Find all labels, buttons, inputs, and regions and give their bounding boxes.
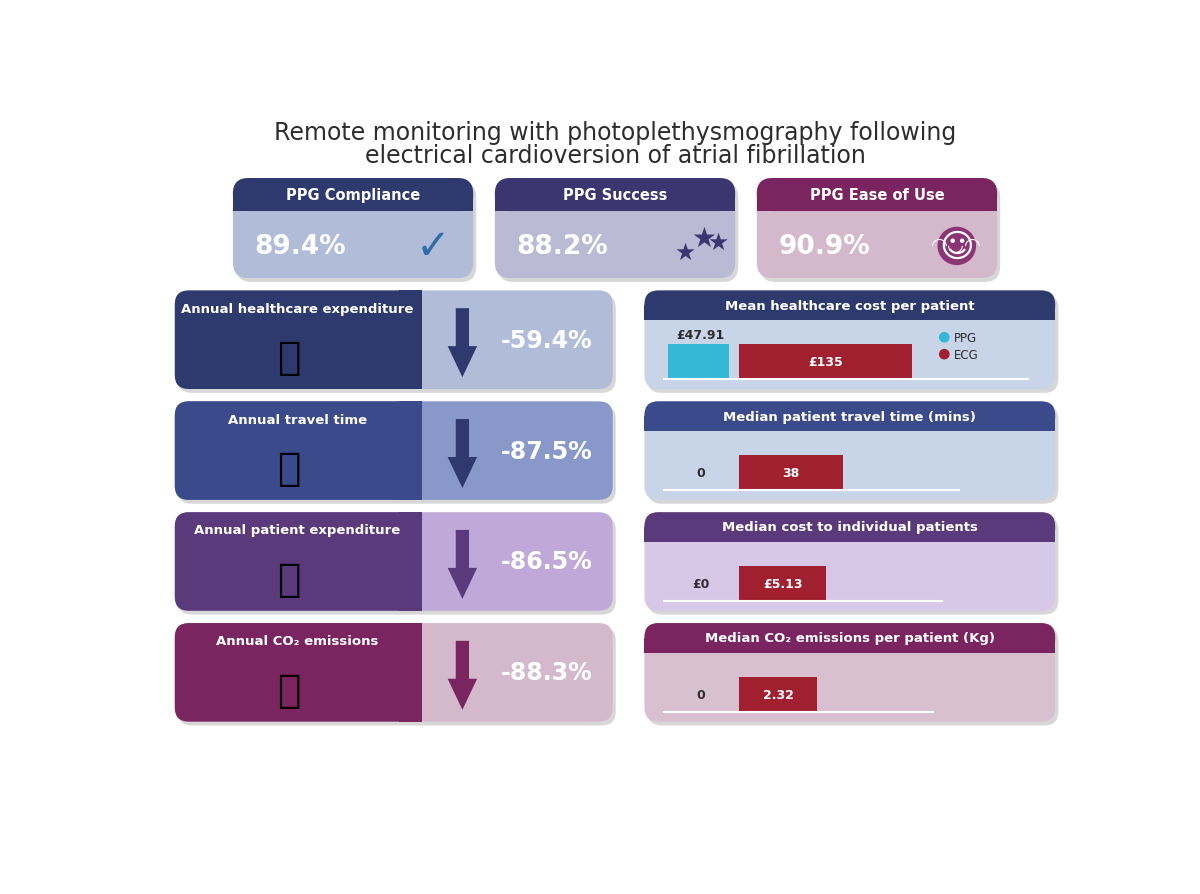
FancyBboxPatch shape bbox=[178, 517, 616, 615]
Bar bbox=[644, 306, 1055, 321]
Bar bbox=[400, 623, 421, 721]
FancyBboxPatch shape bbox=[175, 402, 613, 501]
Text: ◠◡◠: ◠◡◠ bbox=[931, 236, 983, 255]
FancyBboxPatch shape bbox=[644, 512, 1055, 542]
FancyBboxPatch shape bbox=[175, 512, 613, 611]
FancyBboxPatch shape bbox=[175, 512, 420, 611]
Bar bbox=[644, 527, 1055, 542]
FancyBboxPatch shape bbox=[757, 179, 997, 279]
Bar bbox=[739, 567, 826, 601]
FancyBboxPatch shape bbox=[644, 402, 1055, 432]
FancyBboxPatch shape bbox=[644, 291, 1055, 390]
Text: Mean healthcare cost per patient: Mean healthcare cost per patient bbox=[725, 299, 974, 312]
Text: -86.5%: -86.5% bbox=[500, 550, 593, 574]
Text: ✓: ✓ bbox=[415, 225, 450, 267]
Text: electrical cardioversion of atrial fibrillation: electrical cardioversion of atrial fibri… bbox=[365, 144, 865, 168]
Circle shape bbox=[940, 333, 949, 342]
Polygon shape bbox=[448, 641, 478, 710]
Text: PPG Ease of Use: PPG Ease of Use bbox=[810, 188, 944, 203]
FancyBboxPatch shape bbox=[175, 291, 613, 390]
FancyBboxPatch shape bbox=[236, 182, 476, 283]
Text: PPG Compliance: PPG Compliance bbox=[286, 188, 420, 203]
Polygon shape bbox=[448, 419, 478, 488]
Text: -88.3%: -88.3% bbox=[500, 661, 593, 685]
FancyBboxPatch shape bbox=[644, 402, 1055, 501]
Text: Annual healthcare expenditure: Annual healthcare expenditure bbox=[181, 302, 414, 316]
Text: £47.91: £47.91 bbox=[677, 328, 725, 342]
Bar bbox=[400, 402, 421, 501]
FancyBboxPatch shape bbox=[175, 402, 420, 501]
Text: 0: 0 bbox=[696, 688, 704, 701]
FancyBboxPatch shape bbox=[648, 406, 1058, 504]
Text: £5.13: £5.13 bbox=[763, 578, 803, 590]
Text: ★: ★ bbox=[691, 225, 716, 253]
Text: 0: 0 bbox=[696, 467, 704, 479]
Text: Median patient travel time (mins): Median patient travel time (mins) bbox=[724, 410, 977, 423]
Text: £135: £135 bbox=[809, 356, 844, 369]
Text: 88.2%: 88.2% bbox=[516, 233, 608, 259]
FancyBboxPatch shape bbox=[648, 295, 1058, 393]
Text: 🛌: 🛌 bbox=[277, 561, 300, 599]
Text: Annual travel time: Annual travel time bbox=[228, 413, 367, 426]
Text: 38: 38 bbox=[782, 467, 800, 479]
Text: ★: ★ bbox=[708, 231, 728, 255]
Bar bbox=[739, 678, 817, 712]
Circle shape bbox=[938, 228, 976, 266]
FancyBboxPatch shape bbox=[648, 517, 1058, 615]
Text: ECG: ECG bbox=[954, 349, 978, 361]
FancyBboxPatch shape bbox=[175, 623, 420, 721]
FancyBboxPatch shape bbox=[178, 628, 616, 726]
Bar bbox=[644, 638, 1055, 653]
FancyBboxPatch shape bbox=[178, 295, 616, 393]
Polygon shape bbox=[448, 530, 478, 599]
FancyBboxPatch shape bbox=[233, 179, 473, 212]
FancyBboxPatch shape bbox=[498, 182, 738, 283]
Polygon shape bbox=[448, 308, 478, 378]
Text: 89.4%: 89.4% bbox=[254, 233, 347, 259]
FancyBboxPatch shape bbox=[233, 179, 473, 279]
FancyBboxPatch shape bbox=[757, 179, 997, 212]
FancyBboxPatch shape bbox=[644, 512, 1055, 611]
Text: £0: £0 bbox=[691, 578, 709, 590]
Text: -59.4%: -59.4% bbox=[500, 328, 593, 352]
Bar bbox=[644, 417, 1055, 432]
FancyBboxPatch shape bbox=[175, 623, 613, 721]
Bar bbox=[233, 194, 473, 212]
FancyBboxPatch shape bbox=[648, 628, 1058, 726]
Text: -87.5%: -87.5% bbox=[500, 439, 593, 463]
Text: Median cost to individual patients: Median cost to individual patients bbox=[722, 521, 978, 534]
Bar bbox=[739, 345, 912, 380]
FancyBboxPatch shape bbox=[178, 406, 616, 504]
Text: Remote monitoring with photoplethysmography following: Remote monitoring with photoplethysmogra… bbox=[274, 121, 956, 145]
Text: 🏥: 🏥 bbox=[277, 339, 300, 377]
Bar bbox=[757, 194, 997, 212]
Bar bbox=[400, 512, 421, 611]
Text: Median CO₂ emissions per patient (Kg): Median CO₂ emissions per patient (Kg) bbox=[704, 632, 995, 645]
FancyBboxPatch shape bbox=[644, 623, 1055, 721]
Text: 🚗: 🚗 bbox=[277, 450, 300, 488]
Circle shape bbox=[940, 350, 949, 359]
Bar bbox=[400, 291, 421, 390]
Text: 90.9%: 90.9% bbox=[779, 233, 870, 259]
Text: ☺: ☺ bbox=[940, 230, 974, 263]
Bar bbox=[739, 456, 842, 490]
Text: PPG Success: PPG Success bbox=[563, 188, 667, 203]
FancyBboxPatch shape bbox=[760, 182, 1000, 283]
FancyBboxPatch shape bbox=[494, 179, 736, 279]
Text: 🏭: 🏭 bbox=[277, 671, 300, 709]
Bar bbox=[667, 345, 728, 380]
Text: Annual CO₂ emissions: Annual CO₂ emissions bbox=[216, 635, 378, 647]
Bar bbox=[494, 194, 736, 212]
Text: 2.32: 2.32 bbox=[763, 688, 793, 701]
FancyBboxPatch shape bbox=[175, 291, 420, 390]
FancyBboxPatch shape bbox=[644, 623, 1055, 653]
FancyBboxPatch shape bbox=[644, 291, 1055, 321]
FancyBboxPatch shape bbox=[494, 179, 736, 212]
Text: Annual patient expenditure: Annual patient expenditure bbox=[194, 524, 401, 536]
Text: PPG: PPG bbox=[954, 332, 977, 344]
Text: ★: ★ bbox=[674, 240, 695, 265]
